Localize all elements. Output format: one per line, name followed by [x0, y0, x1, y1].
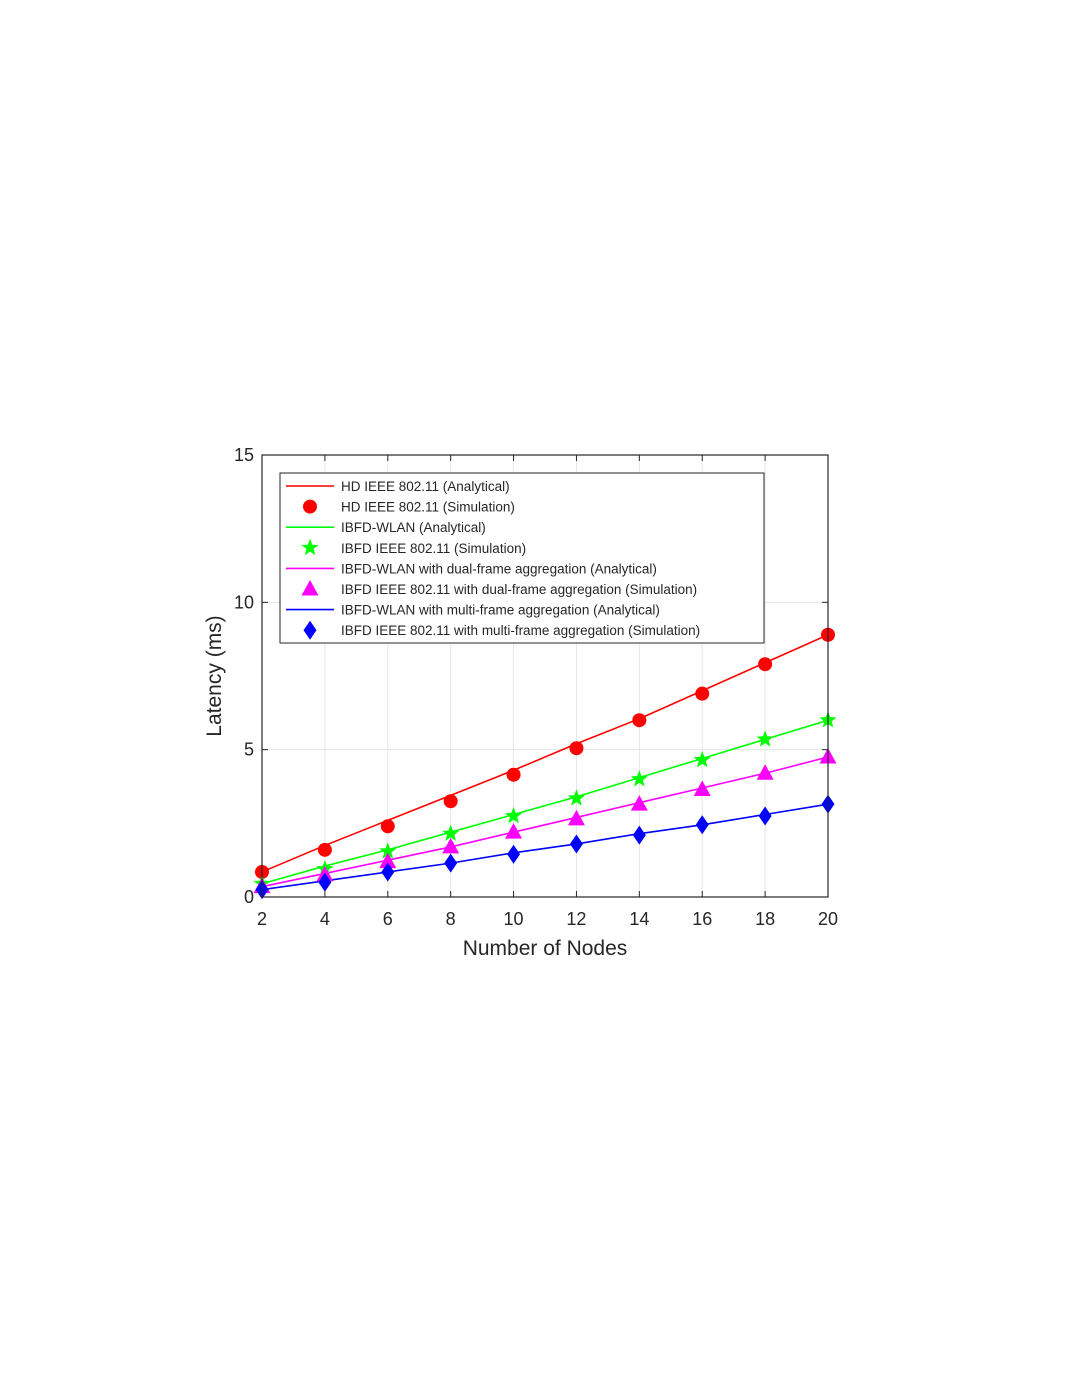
legend-entry-label: IBFD-WLAN with dual-frame aggregation (A…: [341, 561, 657, 576]
y-axis-label: Latency (ms): [203, 615, 226, 736]
x-tick-label: 16: [692, 909, 712, 929]
legend-marker-swatch: [301, 538, 319, 556]
data-point-circle: [569, 741, 584, 756]
series-line: [261, 756, 829, 888]
legend-entry-label: HD IEEE 802.11 (Analytical): [341, 479, 510, 494]
data-point-star: [693, 750, 711, 768]
legend-entry-label: IBFD-WLAN (Analytical): [341, 520, 486, 535]
legend-entry-label: IBFD-WLAN with multi-frame aggregation (…: [341, 603, 660, 618]
x-tick-label: 12: [566, 909, 586, 929]
data-point-triangle: [693, 780, 711, 796]
data-point-star: [630, 770, 648, 787]
series-line: [261, 634, 829, 873]
data-point-star: [442, 824, 460, 841]
legend-entry-label: IBFD IEEE 802.11 with multi-frame aggreg…: [341, 623, 700, 638]
legend-entry-label: HD IEEE 802.11 (Simulation): [341, 500, 515, 515]
data-point-diamond: [695, 815, 709, 835]
legend-entry-label: IBFD IEEE 802.11 with dual-frame aggrega…: [341, 582, 697, 597]
axes-box: [261, 454, 829, 898]
data-point-star: [567, 789, 585, 806]
data-point-triangle: [567, 809, 585, 826]
data-point-diamond: [758, 806, 772, 826]
x-tick-label: 4: [320, 909, 330, 929]
ticks: [261, 454, 829, 898]
data-point-diamond: [381, 862, 395, 882]
x-axis-label: Number of Nodes: [463, 937, 628, 960]
data-point-triangle: [442, 837, 460, 854]
x-tick-label: 8: [446, 909, 456, 929]
data-point-circle: [632, 713, 647, 728]
x-tick-label: 2: [257, 909, 267, 929]
series-line: [261, 719, 829, 885]
legend-marker-swatch: [303, 499, 317, 514]
data-point-diamond: [507, 844, 521, 864]
legend: HD IEEE 802.11 (Analytical) HD IEEE 802.1…: [279, 472, 765, 644]
y-tick-label: 5: [244, 740, 254, 760]
data-point-circle: [506, 767, 521, 782]
data-point-star: [756, 730, 774, 747]
data-point-circle: [758, 657, 773, 672]
data-point-diamond: [318, 872, 332, 892]
series-layer: [253, 627, 837, 900]
x-tick-label: 10: [504, 909, 524, 929]
data-point-triangle: [756, 764, 774, 780]
data-point-circle: [695, 686, 710, 701]
data-point-circle: [443, 794, 458, 809]
legend-marker-swatch: [301, 580, 319, 596]
legend-box: [279, 472, 765, 644]
y-tick-label: 0: [244, 887, 254, 907]
legend-entry-label: IBFD IEEE 802.11 (Simulation): [341, 541, 526, 556]
legend-marker-swatch: [303, 620, 317, 640]
series-line: [261, 803, 829, 891]
data-point-star: [379, 842, 397, 859]
data-point-star: [505, 806, 523, 824]
x-tick-label: 20: [818, 909, 838, 929]
tick-labels: 2 4 6 8 10 12 14 16 18 20 0 5 10 15: [234, 445, 838, 929]
y-tick-label: 15: [234, 445, 254, 465]
data-point-diamond: [569, 834, 583, 854]
data-point-circle: [380, 819, 395, 834]
data-point-triangle: [379, 852, 397, 869]
x-tick-label: 14: [629, 909, 649, 929]
data-point-diamond: [444, 853, 458, 873]
data-point-circle: [317, 842, 332, 857]
x-tick-label: 18: [755, 909, 775, 929]
x-tick-label: 6: [383, 909, 393, 929]
data-point-triangle: [630, 795, 648, 811]
data-point-diamond: [632, 825, 646, 845]
data-point-triangle: [505, 823, 523, 839]
y-tick-label: 10: [234, 592, 254, 612]
